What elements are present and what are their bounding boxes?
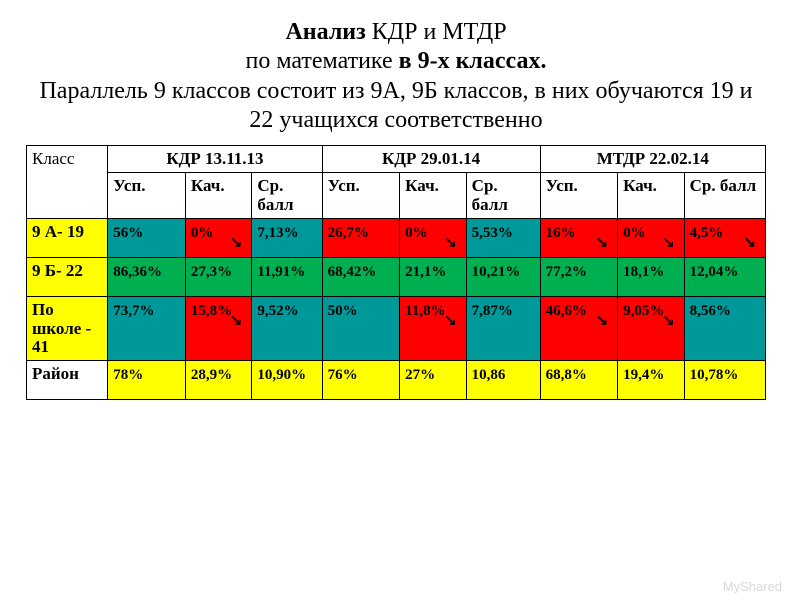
cell-0-6: 16%↘	[540, 219, 618, 258]
cell-3-6: 68,8%	[540, 361, 618, 400]
cell-1-7: 18,1%	[618, 258, 685, 297]
cell-2-2: 9,52%	[252, 297, 322, 361]
cell-1-6: 77,2%	[540, 258, 618, 297]
cell-2-0: 73,7%	[108, 297, 186, 361]
arrow-icon: ↘	[596, 235, 609, 251]
cell-0-2: 7,13%	[252, 219, 322, 258]
cell-2-3: 50%	[322, 297, 400, 361]
title-p4: в 9-х классах.	[399, 48, 547, 74]
header-sub-0-2: Ср. балл	[252, 173, 322, 219]
cell-3-5: 10,86	[466, 361, 540, 400]
row-label-3: Район	[27, 361, 108, 400]
cell-2-1: 15,8%↘	[185, 297, 252, 361]
cell-3-2: 10,90%	[252, 361, 322, 400]
header-sub-2-0: Усп.	[540, 173, 618, 219]
cell-3-4: 27%	[400, 361, 467, 400]
header-sub-0-0: Усп.	[108, 173, 186, 219]
cell-1-1: 27,3%	[185, 258, 252, 297]
arrow-icon: ↘	[444, 313, 457, 329]
cell-3-1: 28,9%	[185, 361, 252, 400]
header-group-2: МТДР 22.02.14	[540, 146, 765, 173]
header-sub-1-0: Усп.	[322, 173, 400, 219]
cell-3-8: 10,78%	[684, 361, 765, 400]
cell-0-4: 0%↘	[400, 219, 467, 258]
cell-1-0: 86,36%	[108, 258, 186, 297]
title-p5: Параллель 9 классов состоит из 9А, 9Б кл…	[39, 78, 752, 133]
header-group-0: КДР 13.11.13	[108, 146, 322, 173]
row-label-1: 9 Б- 22	[27, 258, 108, 297]
row-label-0: 9 А- 19	[27, 219, 108, 258]
cell-0-0: 56%	[108, 219, 186, 258]
cell-0-1: 0%↘	[185, 219, 252, 258]
arrow-icon: ↘	[596, 313, 609, 329]
cell-2-6: 46,6%↘	[540, 297, 618, 361]
watermark: MyShared	[723, 579, 782, 594]
header-sub-1-2: Ср. балл	[466, 173, 540, 219]
header-sub-1-1: Кач.	[400, 173, 467, 219]
title-p3: по математике	[246, 48, 399, 74]
cell-1-3: 68,42%	[322, 258, 400, 297]
arrow-icon: ↘	[230, 235, 243, 251]
cell-1-2: 11,91%	[252, 258, 322, 297]
arrow-icon: ↘	[444, 235, 457, 251]
arrow-icon: ↘	[230, 313, 243, 329]
header-sub-2-2: Ср. балл	[684, 173, 765, 219]
cell-1-8: 12,04%	[684, 258, 765, 297]
arrow-icon: ↘	[662, 235, 675, 251]
arrow-icon: ↘	[662, 313, 675, 329]
cell-0-7: 0%↘	[618, 219, 685, 258]
row-label-2: По школе - 41	[27, 297, 108, 361]
cell-3-0: 78%	[108, 361, 186, 400]
page-title: Анализ КДР и МТДР по математике в 9-х кл…	[26, 18, 766, 135]
title-p1: Анализ	[285, 19, 365, 45]
cell-0-3: 26,7%	[322, 219, 400, 258]
cell-2-5: 7,87%	[466, 297, 540, 361]
cell-1-4: 21,1%	[400, 258, 467, 297]
analysis-table: КлассКДР 13.11.13КДР 29.01.14МТДР 22.02.…	[26, 145, 766, 400]
cell-3-3: 76%	[322, 361, 400, 400]
cell-2-8: 8,56%	[684, 297, 765, 361]
header-group-1: КДР 29.01.14	[322, 146, 540, 173]
cell-3-7: 19,4%	[618, 361, 685, 400]
header-class: Класс	[27, 146, 108, 219]
cell-0-8: 4,5%↘	[684, 219, 765, 258]
cell-2-4: 11,8%↘	[400, 297, 467, 361]
cell-2-7: 9,05%↘	[618, 297, 685, 361]
title-p2: КДР и МТДР	[366, 19, 507, 45]
header-sub-2-1: Кач.	[618, 173, 685, 219]
arrow-icon: ↘	[743, 235, 756, 251]
cell-0-5: 5,53%	[466, 219, 540, 258]
header-sub-0-1: Кач.	[185, 173, 252, 219]
cell-1-5: 10,21%	[466, 258, 540, 297]
